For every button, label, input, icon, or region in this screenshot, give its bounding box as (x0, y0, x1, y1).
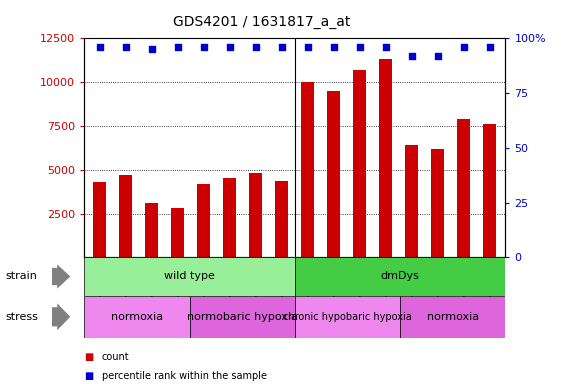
Bar (406, 145, 418, 257)
Point (433, 53, 443, 59)
Point (329, 44, 339, 50)
Bar (302, 82, 314, 257)
Point (251, 44, 260, 50)
Text: normoxia: normoxia (427, 312, 479, 322)
Bar (84, 257, 295, 296)
Bar (94, 182, 106, 257)
Text: GDS4201 / 1631817_a_at: GDS4201 / 1631817_a_at (173, 15, 350, 29)
Point (225, 44, 235, 50)
Bar (295, 257, 505, 296)
Text: ■: ■ (84, 371, 94, 381)
Text: stress: stress (6, 312, 39, 322)
Bar (379, 60, 392, 257)
Bar (483, 124, 496, 257)
Text: percentile rank within the sample: percentile rank within the sample (102, 371, 267, 381)
FancyArrow shape (52, 303, 70, 330)
Point (459, 44, 468, 50)
Text: strain: strain (6, 271, 38, 281)
Bar (431, 149, 444, 257)
Point (277, 44, 286, 50)
Point (381, 44, 390, 50)
FancyArrow shape (52, 264, 70, 289)
Text: chronic hypobaric hypoxia: chronic hypobaric hypoxia (283, 312, 412, 322)
Bar (249, 173, 263, 257)
Bar (145, 203, 159, 257)
Text: normoxia: normoxia (111, 312, 163, 322)
Point (199, 44, 209, 50)
Bar (275, 181, 288, 257)
Text: dmDys: dmDys (381, 271, 419, 281)
Text: ■: ■ (84, 352, 94, 362)
Bar (400, 296, 505, 338)
Point (485, 44, 494, 50)
Bar (84, 296, 189, 338)
Bar (119, 175, 132, 257)
Point (303, 44, 313, 50)
Text: wild type: wild type (164, 271, 215, 281)
Bar (198, 184, 210, 257)
Point (95, 44, 105, 50)
Bar (327, 91, 340, 257)
Point (355, 44, 364, 50)
Point (121, 44, 131, 50)
Text: count: count (102, 352, 130, 362)
Bar (353, 70, 367, 257)
Text: normobaric hypoxia: normobaric hypoxia (187, 312, 297, 322)
Point (173, 44, 182, 50)
Bar (189, 296, 295, 338)
Bar (457, 119, 471, 257)
Point (407, 53, 417, 59)
Bar (223, 179, 236, 257)
Bar (171, 208, 184, 257)
Bar (295, 296, 400, 338)
Point (147, 46, 156, 53)
